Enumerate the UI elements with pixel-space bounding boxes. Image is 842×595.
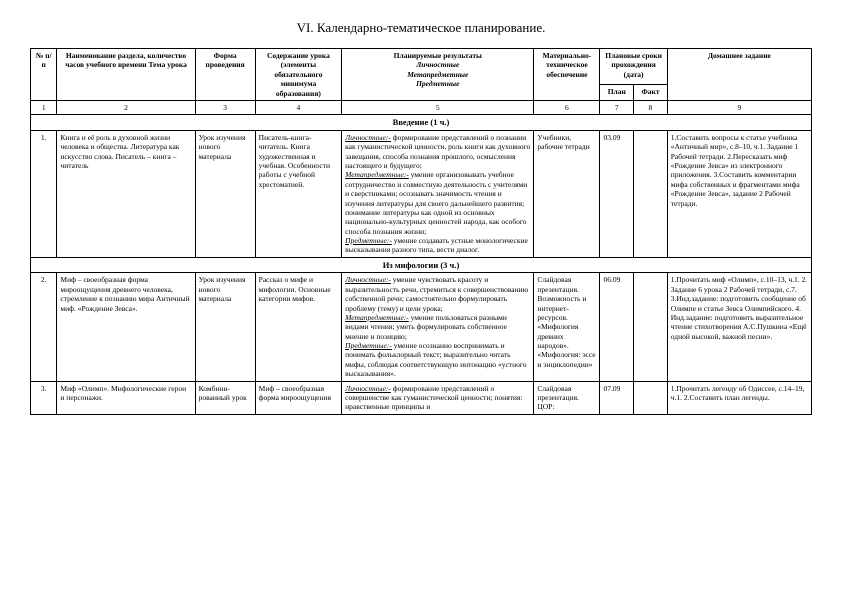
h-materials: Материально-техническое обеспечение — [534, 49, 600, 101]
table-row: 2. Миф – своеобразная форма мироощущения… — [31, 273, 812, 381]
coln-7: 7 — [600, 100, 634, 114]
cell-num: 2. — [31, 273, 57, 381]
coln-3: 3 — [195, 100, 255, 114]
cell-homework: 1.Прочитать легенду об Одиссее, с.14–19,… — [667, 381, 811, 414]
h-homework: Домашнее задание — [667, 49, 811, 101]
cell-num: 3. — [31, 381, 57, 414]
h-form: Форма проведения — [195, 49, 255, 101]
coln-4: 4 — [255, 100, 342, 114]
cell-homework: 1.Составить вопросы к статье учебника «А… — [667, 130, 811, 257]
cell-content: Рассказ о мифе и мифологии. Основные кат… — [255, 273, 342, 381]
h-date-plan: План — [600, 85, 634, 101]
coln-6: 6 — [534, 100, 600, 114]
coln-2: 2 — [57, 100, 195, 114]
coln-9: 9 — [667, 100, 811, 114]
cell-content: Писатель-книга-читатель. Книга художеств… — [255, 130, 342, 257]
cell-form: Урок изучения нового материала — [195, 130, 255, 257]
table-row: 3. Миф «Олимп». Мифологические герои и п… — [31, 381, 812, 414]
cell-materials: Слайдовая презентация. ЦОР: — [534, 381, 600, 414]
cell-content: Миф – своеобразная форма мироощущения — [255, 381, 342, 414]
h-dates: Плановые сроки прохождения (дата) — [600, 49, 667, 85]
colnum-row: 1 2 3 4 5 6 7 8 9 — [31, 100, 812, 114]
cell-results: Личностные:- умение чувствовать красоту … — [342, 273, 534, 381]
cell-homework: 1.Прочитать миф «Олимп», с.10–13, ч.1. 2… — [667, 273, 811, 381]
cell-form: Урок изучения нового материала — [195, 273, 255, 381]
h-topic: Наименование раздела, количество часов у… — [57, 49, 195, 101]
cell-results: Личностные:- формирование представлений … — [342, 381, 534, 414]
cell-date-plan: 07.09 — [600, 381, 634, 414]
cell-results: Личностные:- формирование представлений … — [342, 130, 534, 257]
cell-form: Комбини-рованный урок — [195, 381, 255, 414]
coln-1: 1 — [31, 100, 57, 114]
h-content: Содержание урока (элементы обязательного… — [255, 49, 342, 101]
coln-5: 5 — [342, 100, 534, 114]
cell-date-fact — [634, 130, 668, 257]
cell-date-fact — [634, 381, 668, 414]
coln-8: 8 — [634, 100, 668, 114]
page-title: VI. Календарно-тематическое планирование… — [30, 20, 812, 36]
header-row-1: № п/п Наименование раздела, количество ч… — [31, 49, 812, 85]
h-results: Планируемые результаты Личностные Метапр… — [342, 49, 534, 101]
cell-materials: Слайдовая презентация. Возможность и инт… — [534, 273, 600, 381]
h-date-fact: Факт — [634, 85, 668, 101]
cell-topic: Миф – своеобразная форма мироощущения др… — [57, 273, 195, 381]
cell-date-plan: 03.09 — [600, 130, 634, 257]
table-row: 1. Книга и её роль в духовной жизни чело… — [31, 130, 812, 257]
cell-date-fact — [634, 273, 668, 381]
cell-date-plan: 06.09 — [600, 273, 634, 381]
cell-num: 1. — [31, 130, 57, 257]
section-2: Из мифологии (3 ч.) — [31, 257, 812, 273]
section-1: Введение (1 ч.) — [31, 115, 812, 131]
cell-topic: Миф «Олимп». Мифологические герои и перс… — [57, 381, 195, 414]
h-num: № п/п — [31, 49, 57, 101]
cell-topic: Книга и её роль в духовной жизни человек… — [57, 130, 195, 257]
planning-table: № п/п Наименование раздела, количество ч… — [30, 48, 812, 415]
cell-materials: Учебники, рабочие тетради — [534, 130, 600, 257]
